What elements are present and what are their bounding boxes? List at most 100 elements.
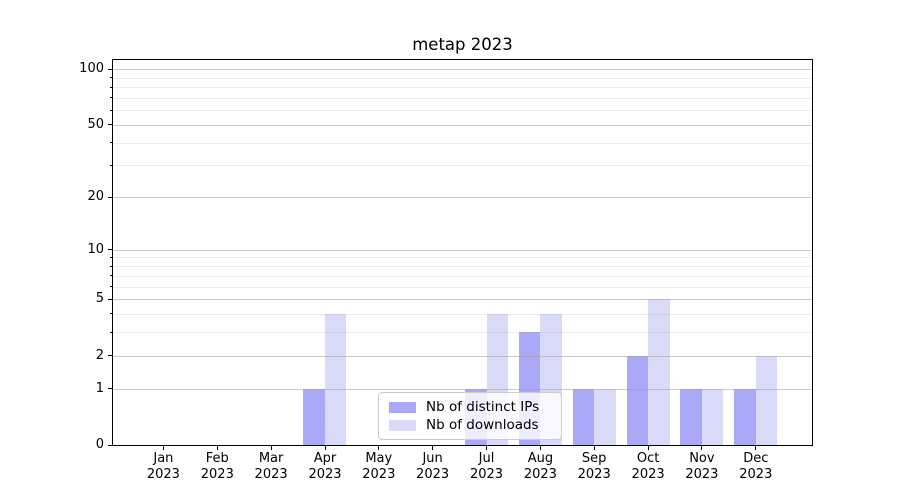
y-tick-label-1: 1 — [95, 380, 104, 396]
y-minor-tick-70 — [110, 97, 113, 99]
gridline-minor-90 — [113, 77, 812, 79]
x-tick-mar — [270, 446, 272, 450]
gridline-major-20 — [113, 197, 812, 198]
x-tick-label-year: 2023 — [308, 467, 342, 482]
legend: Nb of distinct IPs Nb of downloads — [378, 392, 562, 440]
gridline-major-10 — [113, 249, 812, 251]
y-tick-label-10: 10 — [87, 241, 104, 257]
x-tick-label-sep: Sep 2023 — [554, 451, 634, 483]
x-tick-label-year: 2023 — [469, 467, 504, 482]
gridline-major-5 — [113, 299, 812, 300]
x-tick-label-month: Nov — [689, 451, 715, 466]
y-tick-100 — [108, 68, 112, 70]
y-tick-10 — [108, 249, 112, 251]
y-minor-tick-9 — [110, 256, 113, 258]
legend-item-downloads: Nb of downloads — [389, 417, 551, 433]
y-tick-label-20: 20 — [87, 189, 104, 204]
x-tick-label-feb: Feb 2023 — [177, 451, 257, 483]
x-tick-sep — [593, 446, 595, 450]
x-tick-label-year: 2023 — [416, 467, 450, 482]
gridline-minor-70 — [113, 97, 812, 99]
x-tick-jul — [486, 446, 487, 450]
x-tick-label-month: Oct — [636, 451, 660, 466]
gridline-minor-40 — [113, 142, 812, 144]
x-tick-label-aug: Aug 2023 — [500, 451, 580, 483]
x-tick-label-jul: Jul 2023 — [447, 451, 527, 483]
y-minor-tick-7 — [110, 275, 113, 277]
legend-label-downloads: Nb of downloads — [426, 417, 539, 433]
gridline-major-100 — [113, 69, 812, 70]
x-tick-label-year: 2023 — [200, 467, 234, 482]
legend-swatch-downloads — [389, 419, 416, 431]
gridline-minor-6 — [113, 286, 812, 288]
y-tick-50 — [108, 124, 112, 126]
x-tick-apr — [324, 446, 326, 450]
y-tick-0 — [108, 444, 112, 446]
chart-title: metap 2023 — [412, 35, 513, 54]
x-tick-may — [378, 446, 380, 450]
x-tick-label-year: 2023 — [685, 467, 719, 482]
x-tick-dec — [755, 446, 757, 450]
gridline-minor-60 — [113, 110, 812, 112]
x-tick-label-jan: Jan 2023 — [123, 451, 203, 483]
x-tick-label-year: 2023 — [577, 467, 611, 482]
y-tick-label-0: 0 — [95, 437, 104, 452]
bar-downloads-oct — [648, 299, 670, 445]
x-tick-label-month: Apr — [313, 451, 337, 466]
x-tick-label-month: Mar — [258, 451, 284, 466]
bar-downloads-sep — [594, 388, 616, 445]
y-minor-tick-60 — [110, 109, 113, 111]
y-minor-tick-90 — [110, 77, 113, 78]
x-tick-label-jun: Jun 2023 — [393, 451, 473, 483]
x-tick-jan — [162, 446, 164, 450]
y-tick-label-100: 100 — [79, 61, 104, 76]
gridline-major-1 — [113, 388, 812, 390]
y-minor-tick-30 — [110, 164, 113, 166]
legend-label-distinct-ips: Nb of distinct IPs — [426, 399, 540, 415]
y-tick-label-5: 5 — [95, 291, 104, 306]
x-tick-label-oct: Oct 2023 — [608, 451, 688, 483]
gridline-minor-3 — [113, 332, 812, 334]
gridline-major-2 — [113, 355, 812, 357]
x-tick-label-dec: Dec 2023 — [716, 451, 796, 483]
y-minor-tick-4 — [110, 313, 113, 315]
gridline-minor-30 — [113, 165, 812, 167]
bar-ips-nov — [680, 388, 702, 445]
y-tick-5 — [108, 298, 112, 300]
x-tick-label-year: 2023 — [523, 467, 557, 482]
y-tick-label-50: 50 — [87, 116, 104, 132]
y-minor-tick-6 — [110, 286, 113, 287]
plot-area — [112, 59, 813, 446]
x-tick-label-nov: Nov 2023 — [662, 451, 742, 483]
y-tick-2 — [108, 355, 112, 356]
y-minor-tick-40 — [110, 142, 113, 143]
legend-item-distinct-ips: Nb of distinct IPs — [389, 399, 551, 415]
bar-downloads-nov — [701, 388, 724, 445]
bar-ips-apr — [303, 388, 325, 445]
x-tick-label-year: 2023 — [631, 467, 665, 482]
bar-downloads-dec — [755, 355, 778, 445]
x-tick-label-apr: Apr 2023 — [285, 451, 365, 483]
x-tick-nov — [701, 446, 703, 450]
x-tick-label-month: Feb — [205, 451, 229, 466]
x-tick-label-month: Sep — [581, 451, 607, 466]
gridline-major-50 — [113, 124, 812, 126]
x-tick-label-year: 2023 — [362, 467, 396, 482]
gridline-minor-4 — [113, 313, 812, 315]
y-minor-tick-3 — [110, 331, 113, 333]
x-tick-label-year: 2023 — [739, 467, 773, 482]
bar-ips-sep — [572, 388, 595, 445]
x-tick-label-month: Aug — [527, 451, 554, 466]
y-minor-tick-80 — [110, 86, 113, 88]
x-tick-label-may: May 2023 — [339, 451, 419, 483]
bar-downloads-apr — [324, 313, 347, 445]
y-tick-label-2: 2 — [95, 347, 104, 363]
x-tick-label-month: Jun — [422, 451, 443, 466]
gridline-minor-7 — [113, 275, 812, 277]
gridline-minor-8 — [113, 266, 812, 267]
x-tick-label-month: Jul — [478, 451, 495, 466]
x-tick-label-month: Dec — [743, 451, 769, 466]
y-minor-tick-8 — [110, 265, 113, 267]
bar-ips-oct — [626, 355, 649, 445]
y-tick-20 — [108, 196, 112, 198]
